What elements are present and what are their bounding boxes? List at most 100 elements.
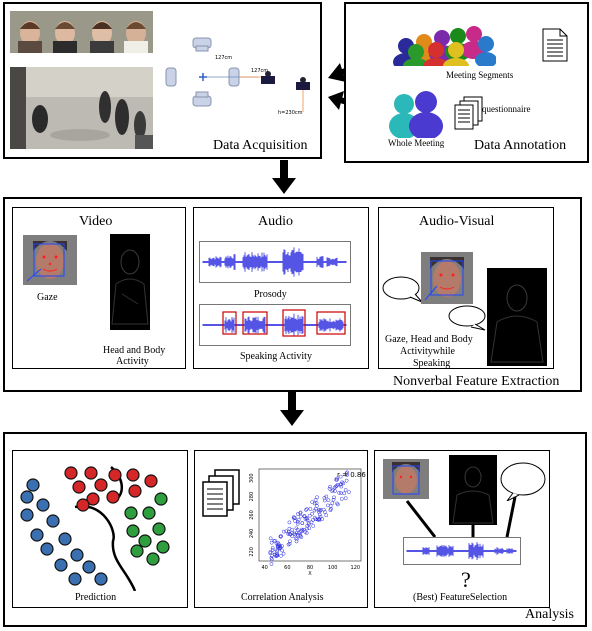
scatter-point bbox=[327, 486, 332, 491]
class-dot bbox=[144, 474, 158, 488]
scatter-point bbox=[303, 517, 308, 521]
scatter-point bbox=[341, 481, 346, 486]
audio-visual-title: Audio-Visual bbox=[419, 214, 495, 229]
class-dot bbox=[94, 478, 108, 492]
seating-diagram bbox=[165, 37, 310, 112]
feature-selection-label: (Best) FeatureSelection bbox=[413, 592, 508, 603]
scatter-point bbox=[295, 521, 300, 526]
scatter-point bbox=[312, 501, 317, 506]
scatter-point bbox=[317, 508, 321, 512]
class-dot bbox=[30, 528, 44, 542]
gaze-face-image bbox=[23, 235, 77, 285]
scatter-point bbox=[274, 541, 279, 546]
scatter-point bbox=[335, 501, 339, 506]
class-dot bbox=[108, 468, 122, 482]
questionnaire-icon bbox=[454, 96, 483, 130]
audio-visual-subpanel: Audio-Visual bbox=[378, 207, 554, 369]
x-tick-label: 60 bbox=[284, 565, 290, 571]
scatter-point bbox=[269, 557, 274, 562]
scatter-point bbox=[271, 538, 276, 543]
room-layout-diagram: 127cm 127cm h=230cm bbox=[163, 32, 313, 142]
speech-segment-box bbox=[222, 311, 237, 335]
correlation-analysis-label: Correlation Analysis bbox=[241, 592, 324, 603]
class-dot bbox=[82, 560, 96, 574]
data-annotation-title: Data Annotation bbox=[474, 138, 567, 153]
class-dot bbox=[126, 524, 140, 538]
y-tick-label: 300 bbox=[249, 473, 255, 483]
scatter-point bbox=[311, 524, 316, 528]
scatter-point bbox=[330, 501, 335, 506]
scatter-point bbox=[307, 526, 312, 531]
scatter-point bbox=[322, 498, 327, 503]
scatter-point bbox=[296, 518, 301, 522]
scatter-point bbox=[293, 516, 297, 520]
scatter-point bbox=[345, 473, 349, 477]
y-tick-label: 280 bbox=[249, 492, 255, 502]
speech-bubble-icon bbox=[382, 276, 423, 303]
scatter-point bbox=[297, 531, 301, 536]
gaze-label: Gaze bbox=[37, 292, 58, 303]
scatter-point bbox=[290, 530, 295, 535]
scatter-point bbox=[270, 546, 275, 550]
x-tick-label: 40 bbox=[261, 565, 267, 571]
data-acquisition-title: Data Acquisition bbox=[213, 138, 308, 153]
scatter-point bbox=[314, 501, 319, 505]
scatter-point bbox=[295, 519, 300, 524]
scatter-point bbox=[268, 551, 273, 556]
scatter-point bbox=[335, 477, 339, 482]
scatter-point bbox=[279, 553, 283, 558]
scatter-point bbox=[333, 489, 337, 493]
scatter-point bbox=[343, 488, 348, 492]
class-dot bbox=[84, 466, 98, 480]
scatter-point bbox=[321, 507, 326, 512]
scatter-point bbox=[339, 497, 344, 501]
decision-boundary-1 bbox=[74, 505, 137, 591]
speech-segment-box bbox=[316, 311, 346, 335]
class-dot bbox=[128, 484, 142, 498]
class-dot bbox=[154, 492, 168, 506]
scatter-point bbox=[300, 521, 305, 526]
class-dot bbox=[26, 478, 40, 492]
selection-connectors bbox=[405, 496, 517, 538]
scatter-point bbox=[272, 550, 277, 555]
scatter-point bbox=[269, 540, 274, 545]
scatter-point bbox=[345, 470, 349, 475]
scatter-point bbox=[281, 529, 286, 534]
scatter-point bbox=[286, 530, 291, 534]
scatter-point bbox=[288, 539, 292, 544]
av-caption-line-3: Speaking bbox=[413, 358, 451, 369]
video-subpanel: Video Gaze Head and Body Activity bbox=[12, 207, 186, 369]
scatter-point bbox=[347, 490, 351, 495]
scatter-point bbox=[338, 474, 343, 479]
class-dot bbox=[46, 514, 60, 528]
scatter-point bbox=[309, 520, 314, 525]
scatter-point bbox=[278, 534, 283, 539]
head-body-activity-line-2: Activity bbox=[116, 356, 149, 367]
speech-bubble-icon-2 bbox=[448, 305, 486, 331]
scatter-point bbox=[339, 484, 344, 489]
scatter-point bbox=[337, 490, 342, 495]
whole-meeting-label: Whole Meeting bbox=[388, 138, 445, 148]
video-title: Video bbox=[79, 214, 113, 229]
classification-scatter bbox=[20, 466, 170, 591]
scatter-point bbox=[294, 526, 299, 531]
question-mark: ? bbox=[461, 567, 471, 592]
av-face-image bbox=[421, 252, 473, 304]
class-dot bbox=[72, 480, 86, 494]
scatter-point bbox=[280, 548, 284, 553]
scatter-point bbox=[328, 508, 333, 512]
selection-motion-image bbox=[449, 455, 497, 525]
scatter-point bbox=[268, 536, 273, 541]
scatter-point bbox=[292, 531, 297, 536]
y-tick-label: 260 bbox=[249, 510, 255, 520]
class-dot bbox=[36, 498, 50, 512]
data-annotation-panel: Meeting Segments questionnaire Whole Mee… bbox=[344, 2, 589, 163]
scatter-point bbox=[304, 531, 309, 535]
scatter-point bbox=[269, 562, 274, 566]
class-dot bbox=[106, 490, 120, 504]
scatter-point bbox=[281, 551, 286, 556]
down-arrow-2 bbox=[280, 392, 304, 426]
scatter-point bbox=[340, 480, 345, 485]
analysis-title: Analysis bbox=[525, 607, 574, 622]
scatter-point bbox=[287, 520, 292, 525]
